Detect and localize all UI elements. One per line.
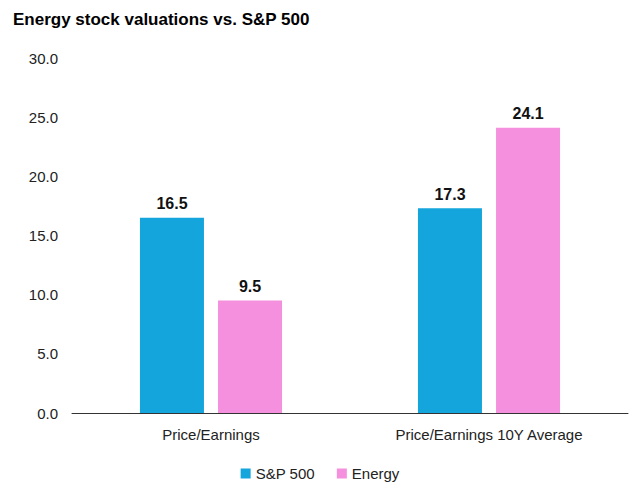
svg-text:24.1: 24.1 — [512, 105, 543, 122]
svg-text:5.0: 5.0 — [37, 345, 58, 362]
svg-text:0.0: 0.0 — [37, 405, 58, 422]
svg-text:Price/Earnings: Price/Earnings — [162, 426, 260, 443]
svg-text:25.0: 25.0 — [29, 109, 58, 126]
svg-text:16.5: 16.5 — [156, 195, 187, 212]
svg-text:17.3: 17.3 — [434, 186, 465, 203]
svg-text:15.0: 15.0 — [29, 227, 58, 244]
svg-text:S&P 500: S&P 500 — [256, 465, 315, 482]
svg-text:30.0: 30.0 — [29, 50, 58, 67]
svg-text:9.5: 9.5 — [239, 278, 261, 295]
svg-text:10.0: 10.0 — [29, 286, 58, 303]
svg-text:Energy: Energy — [352, 465, 400, 482]
svg-text:Price/Earnings 10Y Average: Price/Earnings 10Y Average — [395, 426, 582, 443]
svg-text:Energy stock valuations vs. S&: Energy stock valuations vs. S&P 500 — [13, 10, 309, 29]
svg-text:20.0: 20.0 — [29, 168, 58, 185]
